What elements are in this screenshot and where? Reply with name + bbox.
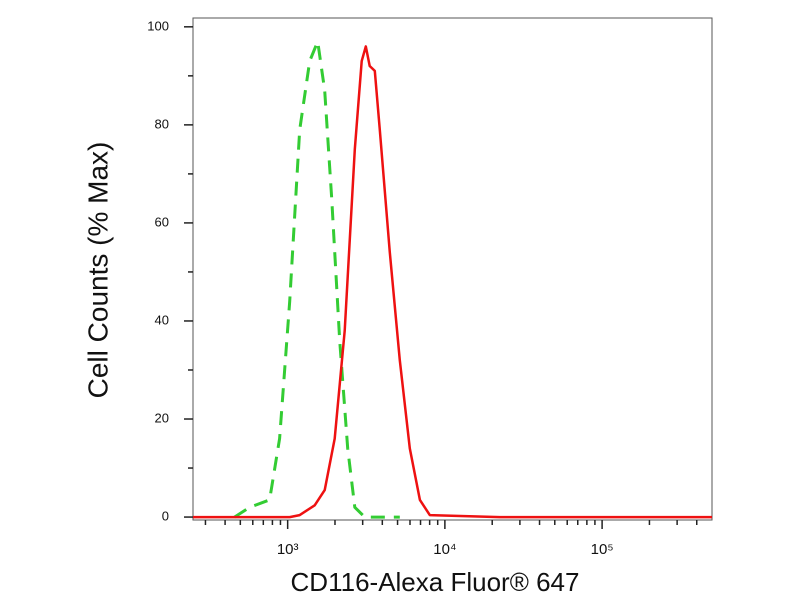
x-tick-label: 10⁵: [591, 541, 614, 558]
x-axis-title: CD116-Alexa Fluor® 647: [291, 567, 580, 597]
plot-frame: [192, 17, 713, 521]
y-tick-label: 0: [162, 508, 169, 523]
series-line: [233, 40, 400, 519]
y-tick-label: 40: [155, 312, 169, 327]
y-tick-label: 20: [155, 410, 169, 425]
y-axis-title: Cell Counts (% Max): [82, 142, 113, 399]
y-tick-label: 100: [147, 18, 169, 33]
x-tick-label: 10⁴: [433, 541, 456, 558]
y-tick-label: 80: [155, 116, 169, 131]
series-line: [193, 45, 712, 519]
x-tick-label: 10³: [277, 541, 299, 558]
y-tick-label: 60: [155, 214, 169, 229]
